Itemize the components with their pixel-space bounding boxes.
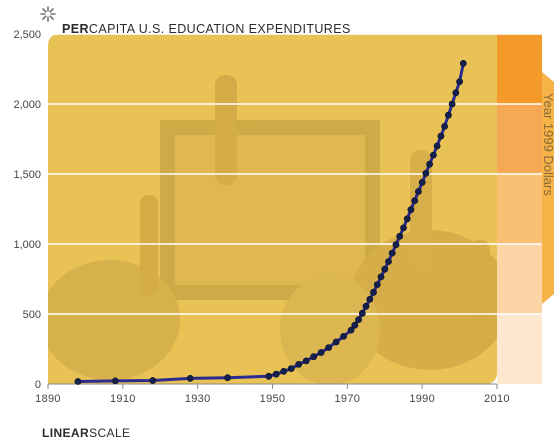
data-point <box>381 265 389 273</box>
chart-title: PERCAPITA U.S. EDUCATION EXPENDITURES <box>62 22 351 36</box>
data-point <box>149 377 157 384</box>
units-band <box>497 244 542 314</box>
data-point <box>388 249 396 257</box>
data-point <box>377 273 385 281</box>
data-point <box>400 224 407 232</box>
data-point <box>362 302 370 310</box>
data-point <box>280 367 288 375</box>
data-point <box>396 232 404 240</box>
data-point <box>456 78 463 85</box>
data-point <box>407 206 415 214</box>
data-point <box>332 338 340 346</box>
units-band <box>497 104 542 174</box>
units-band-pointer <box>542 72 554 304</box>
data-point <box>287 365 295 372</box>
data-point <box>224 374 231 382</box>
data-point <box>347 326 355 334</box>
data-point <box>429 151 437 159</box>
y-axis-ticks: 0 500 1,000 1,500 2,000 2,500 <box>13 29 41 391</box>
data-point <box>426 160 433 168</box>
data-point <box>358 309 366 317</box>
data-point <box>459 60 467 67</box>
data-point <box>111 377 119 385</box>
data-point <box>355 316 362 323</box>
y-tick-label: 500 <box>23 309 41 321</box>
chart-title-bold: PER <box>62 22 89 36</box>
data-point <box>452 89 460 97</box>
data-point <box>448 100 456 108</box>
x-tick-label: 1910 <box>110 393 136 405</box>
data-point <box>272 370 280 378</box>
asterisk-logo-icon <box>40 6 56 22</box>
scale-label: LINEARSCALE <box>42 426 130 440</box>
scale-label-bold: LINEAR <box>42 426 89 440</box>
data-point <box>340 332 347 340</box>
units-band-panel <box>497 34 554 384</box>
data-point <box>186 374 194 382</box>
y-tick-label: 2,000 <box>13 99 41 111</box>
x-tick-label: 1930 <box>185 393 211 405</box>
data-point <box>317 349 325 356</box>
data-point <box>265 372 273 380</box>
data-point <box>437 132 445 140</box>
x-axis-ticks: 1890 1910 1930 1950 1970 1990 2010 <box>35 384 510 405</box>
series-markers <box>74 60 467 385</box>
y-tick-label: 1,500 <box>13 169 41 181</box>
scale-label-rest: SCALE <box>89 426 130 440</box>
x-tick-label: 1970 <box>334 393 360 405</box>
data-point <box>392 241 400 249</box>
y-axis-units-label: Year 1999 Dollars <box>541 93 556 196</box>
x-tick-label: 2010 <box>484 393 510 405</box>
units-band <box>497 174 542 244</box>
x-tick-label: 1890 <box>35 393 61 405</box>
data-point <box>325 344 332 351</box>
x-tick-label: 1990 <box>409 393 435 405</box>
data-point <box>422 169 430 177</box>
data-point <box>444 111 452 119</box>
data-point <box>366 295 374 303</box>
data-point <box>385 258 392 265</box>
y-tick-label: 1,000 <box>13 239 41 251</box>
data-point <box>310 353 318 361</box>
units-band <box>497 34 542 104</box>
data-point <box>414 188 422 195</box>
y-tick-label: 2,500 <box>13 29 41 41</box>
horizontal-gridlines <box>48 33 542 315</box>
plot-photo-texture <box>48 75 497 384</box>
data-point <box>441 123 448 130</box>
data-point <box>351 321 359 329</box>
units-band <box>497 314 542 384</box>
y-tick-label: 0 <box>35 379 41 391</box>
data-point <box>370 288 377 296</box>
data-point <box>373 281 381 288</box>
data-point <box>295 360 303 368</box>
data-point <box>74 378 82 385</box>
chart-title-rest: CAPITA U.S. EDUCATION EXPENDITURES <box>89 22 351 36</box>
x-tick-label: 1950 <box>260 393 286 405</box>
data-point <box>302 357 310 365</box>
data-point <box>403 215 411 223</box>
data-point <box>433 142 441 150</box>
data-point <box>411 197 419 204</box>
chart-header: PERCAPITA U.S. EDUCATION EXPENDITURES <box>40 6 351 36</box>
data-point <box>418 178 426 186</box>
